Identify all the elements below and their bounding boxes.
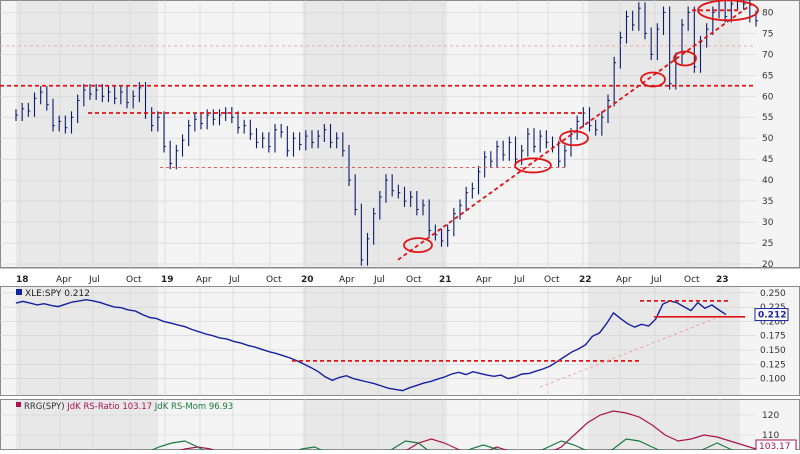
- rrg-value-label: 103.17: [759, 442, 791, 450]
- price-panel: 20 25 30 35 40 45 50 55 60 65 70 75 80 18 Apr Jul Oct 19 A…: [0, 0, 800, 285]
- rs-y-tick-label: 0.200: [760, 317, 786, 327]
- rs-legend-label: XLE:SPY 0.212: [25, 289, 90, 299]
- rrg-legend-momentum: JdK RS-Mom 96.93: [154, 402, 233, 412]
- x-axis-tick-label: Jul: [513, 275, 525, 285]
- rs-legend-swatch: [16, 289, 22, 295]
- price-panel-year-band: [588, 0, 740, 268]
- rrg-rs-momentum-line: [43, 438, 743, 454]
- rrg-legend-prefix: RRG(SPY): [24, 402, 67, 412]
- price-y-tick-label: 25: [762, 239, 773, 249]
- x-axis-tick-label: 21: [439, 275, 452, 285]
- rs-panel-year-band: [16, 286, 158, 396]
- touch-point-circle: [403, 237, 433, 254]
- price-y-tick-label: 20: [762, 260, 774, 270]
- x-axis-tick-label: Oct: [406, 275, 422, 285]
- rs-y-tick-label: 0.250: [760, 289, 786, 299]
- rrg-y-tick-label: 120: [762, 411, 779, 421]
- rrg-rs-ratio-line: [39, 410, 757, 454]
- rs-series-line: [15, 298, 727, 392]
- price-y-tick-label: 60: [762, 92, 774, 102]
- price-last-value-label: 80: [733, 10, 745, 20]
- x-axis-tick-label: Jul: [650, 275, 662, 285]
- x-axis-tick-label: Jul: [88, 275, 100, 285]
- price-y-tick-label: 70: [762, 50, 774, 60]
- rs-panel-year-band: [303, 286, 447, 396]
- price-y-tick-label: 35: [762, 197, 773, 207]
- x-axis-tick-label: Apr: [476, 275, 492, 285]
- rs-y-tick-label: 0.175: [760, 332, 786, 342]
- x-axis-tick-label: Oct: [544, 275, 560, 285]
- rrg-panel-year-band: [16, 399, 158, 450]
- price-y-tick-label: 80: [762, 8, 774, 18]
- x-axis-tick-label: Apr: [56, 275, 72, 285]
- price-y-tick-label: 30: [762, 218, 774, 228]
- price-panel-year-band: [303, 0, 447, 268]
- price-y-tick-label: 40: [762, 176, 774, 186]
- x-axis-tick-label: 22: [579, 275, 592, 285]
- x-axis-tick-label: 20: [301, 275, 314, 285]
- price-y-tick-label: 45: [762, 155, 773, 165]
- rs-y-tick-label: 0.125: [760, 360, 786, 370]
- x-axis-tick-label: Apr: [339, 275, 355, 285]
- rs-current-value-label: 0.212: [758, 311, 786, 321]
- price-y-tick-label: 75: [762, 29, 773, 39]
- x-axis-tick-label: Oct: [266, 275, 282, 285]
- rs-y-tick-label: 0.150: [760, 346, 786, 356]
- trend-annotations: [0, 0, 759, 388]
- touch-point-circle: [673, 50, 697, 67]
- rs-y-tick-label: 0.100: [760, 375, 786, 385]
- rs-trend-line: [539, 318, 716, 388]
- rrg-panel-year-band: [588, 399, 740, 450]
- rrg-panel-year-band: [303, 399, 447, 450]
- touch-point-circle: [640, 71, 666, 88]
- relative-strength-panel: 0.2500.2250.2000.1750.1500.1250.100XLE:S…: [0, 286, 789, 396]
- touch-point-circle: [514, 157, 552, 174]
- x-axis-tick-label: Jul: [373, 275, 385, 285]
- x-axis-tick-label: Oct: [684, 275, 700, 285]
- rrg-y-tick-label: 110: [762, 431, 779, 441]
- x-axis-tick-label: 23: [716, 275, 729, 285]
- current-price-circle: [697, 0, 759, 22]
- rrg-legend: RRG(SPY) JdK RS-Ratio 103.17 JdK RS-Mom …: [24, 402, 233, 412]
- touch-point-circle: [559, 130, 589, 147]
- rrg-legend-ratio: JdK RS-Ratio 103.17: [66, 402, 152, 412]
- x-axis-tick-label: Apr: [616, 275, 632, 285]
- x-axis-tick-label: Oct: [126, 275, 142, 285]
- rrg-legend-swatch: [16, 402, 21, 407]
- x-axis-tick-label: 19: [161, 275, 174, 285]
- price-y-tick-label: 65: [762, 71, 773, 81]
- rs-panel-year-band: [588, 286, 740, 396]
- rrg-panel: 120 110 RRG(SPY) JdK RS-Ratio 103.17 JdK R…: [0, 399, 797, 454]
- price-panel-year-band: [16, 0, 158, 268]
- x-axis-tick-label: Jul: [228, 275, 240, 285]
- rs-current-value-box: [754, 308, 789, 322]
- price-y-tick-label: 55: [762, 113, 773, 123]
- price-y-tick-label: 50: [762, 134, 774, 144]
- x-axis-tick-label: Apr: [196, 275, 212, 285]
- x-axis-tick-label: 18: [16, 275, 29, 285]
